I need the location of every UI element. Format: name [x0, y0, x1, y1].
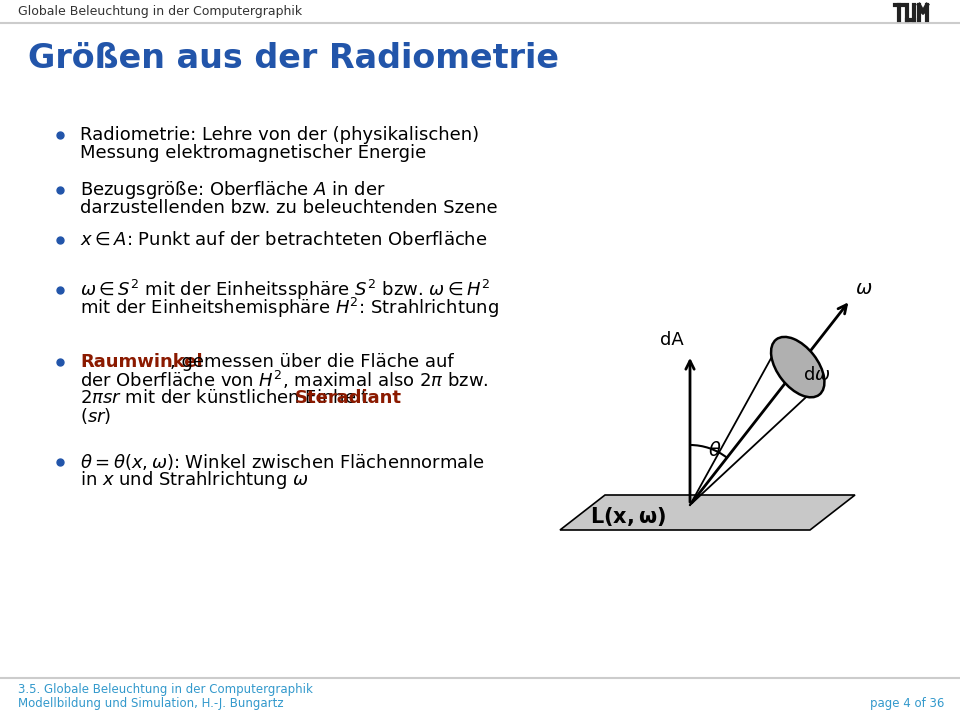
Text: $\theta = \theta(x, \omega)$: Winkel zwischen Flächennormale: $\theta = \theta(x, \omega)$: Winkel zwi…: [80, 452, 485, 472]
Text: $\omega$: $\omega$: [855, 279, 873, 297]
Text: $\theta$: $\theta$: [708, 441, 722, 459]
Text: mit der Einheitshemisphäre $H^2$: Strahlrichtung: mit der Einheitshemisphäre $H^2$: Strahl…: [80, 296, 499, 320]
Polygon shape: [560, 495, 855, 530]
Text: page 4 of 36: page 4 of 36: [870, 698, 945, 711]
Text: Globale Beleuchtung in der Computergraphik: Globale Beleuchtung in der Computergraph…: [18, 6, 302, 19]
Text: $\mathbf{L(x,\omega)}$: $\mathbf{L(x,\omega)}$: [590, 505, 666, 528]
Text: , gemessen über die Fläche auf: , gemessen über die Fläche auf: [170, 353, 454, 371]
Text: Messung elektromagnetischer Energie: Messung elektromagnetischer Energie: [80, 144, 426, 162]
Text: Bezugsgröße: Oberfläche $A$ in der: Bezugsgröße: Oberfläche $A$ in der: [80, 179, 386, 201]
Ellipse shape: [771, 337, 825, 397]
Text: $(sr)$: $(sr)$: [80, 406, 111, 426]
Text: Raumwinkel: Raumwinkel: [80, 353, 203, 371]
Text: $2\pi sr$ mit der künstlichen Einheit: $2\pi sr$ mit der künstlichen Einheit: [80, 389, 369, 407]
Text: $x \in A$: Punkt auf der betrachteten Oberfläche: $x \in A$: Punkt auf der betrachteten Ob…: [80, 231, 488, 249]
Text: 3.5. Globale Beleuchtung in der Computergraphik: 3.5. Globale Beleuchtung in der Computer…: [18, 683, 313, 696]
Text: Radiometrie: Lehre von der (physikalischen): Radiometrie: Lehre von der (physikalisch…: [80, 126, 479, 144]
Text: Größen aus der Radiometrie: Größen aus der Radiometrie: [28, 42, 559, 74]
Text: darzustellenden bzw. zu beleuchtenden Szene: darzustellenden bzw. zu beleuchtenden Sz…: [80, 199, 497, 217]
Text: Steradiant: Steradiant: [295, 389, 402, 407]
Text: d$\omega$: d$\omega$: [803, 366, 830, 384]
Text: Modellbildung und Simulation, H.-J. Bungartz: Modellbildung und Simulation, H.-J. Bung…: [18, 698, 283, 711]
Text: dA: dA: [660, 331, 684, 349]
Text: der Oberfläche von $H^2$, maximal also $2\pi$ bzw.: der Oberfläche von $H^2$, maximal also $…: [80, 369, 489, 391]
Text: $\omega \in S^2$ mit der Einheitssphäre $S^2$ bzw. $\omega \in H^2$: $\omega \in S^2$ mit der Einheitssphäre …: [80, 278, 490, 302]
Text: in $x$ und Strahlrichtung $\omega$: in $x$ und Strahlrichtung $\omega$: [80, 469, 309, 491]
